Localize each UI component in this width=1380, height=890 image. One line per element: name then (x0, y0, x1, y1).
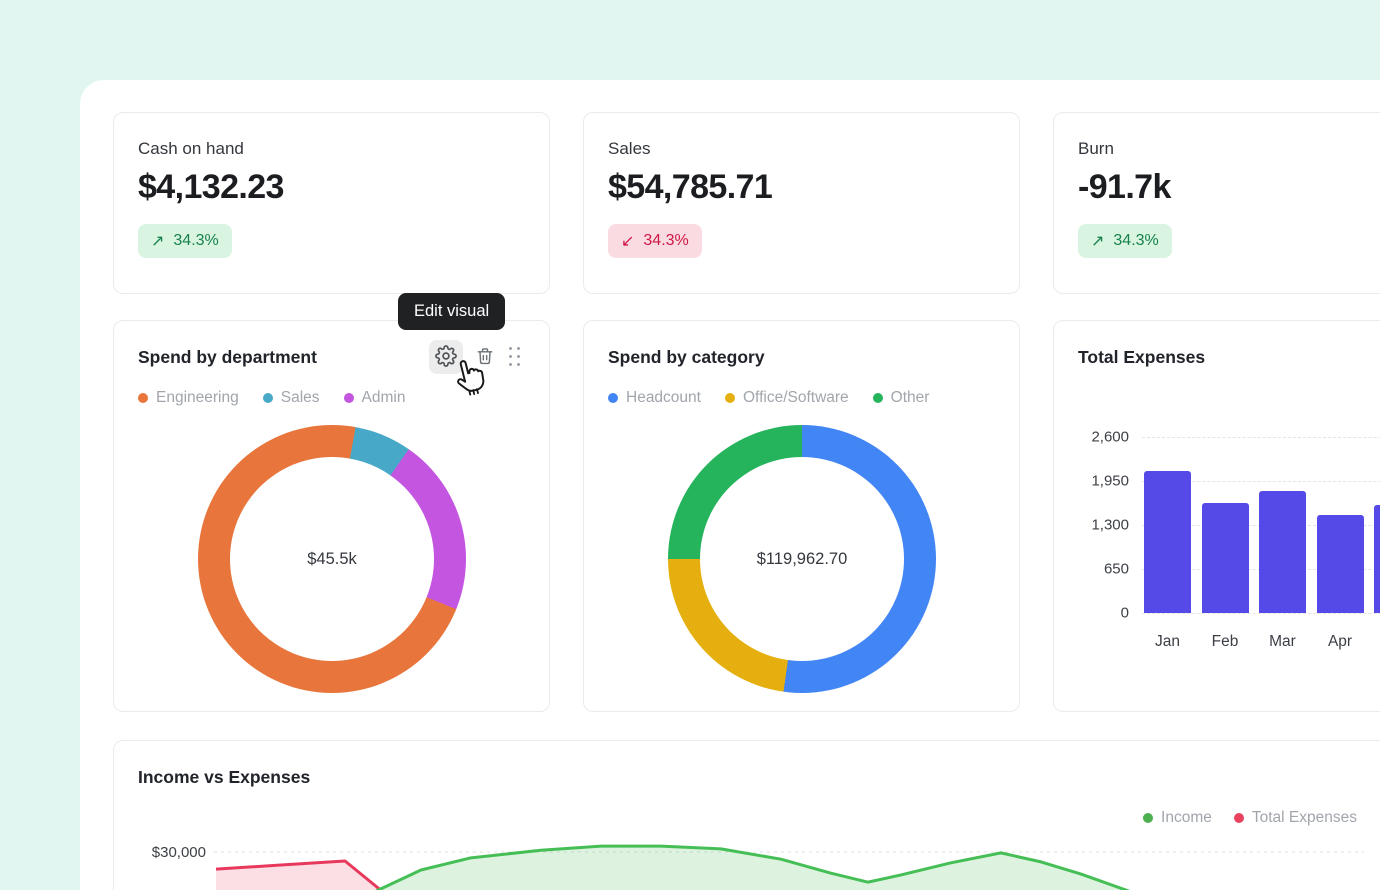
bar-may[interactable] (1374, 504, 1380, 613)
legend-item[interactable]: Sales (262, 389, 320, 407)
stat-label: Sales (608, 139, 651, 158)
legend-item[interactable]: Income (1143, 809, 1212, 827)
y-axis-tick-label: 0 (1120, 604, 1129, 622)
card-title: Total Expenses (1078, 347, 1206, 367)
stat-value: -91.7k (1078, 168, 1171, 206)
drag-handle-icon[interactable] (507, 345, 523, 369)
gear-icon (435, 344, 457, 370)
x-axis-month-label: Jan (1155, 633, 1180, 650)
delete-visual-button[interactable] (472, 340, 498, 374)
trend-up-arrow-icon: ↗ (151, 233, 165, 250)
bar-mar[interactable] (1259, 491, 1306, 613)
stat-value: $4,132.23 (138, 168, 284, 206)
legend-label: Other (890, 389, 930, 406)
legend-label: Engineering (156, 389, 239, 406)
y-axis-tick-label: 1,300 (1091, 516, 1129, 534)
legend-label: Office/Software (742, 389, 849, 406)
stat-value: $54,785.71 (608, 168, 773, 206)
bar-apr[interactable] (1316, 514, 1364, 613)
card-title: Spend by department (138, 347, 317, 367)
x-axis-month-label: Mar (1269, 633, 1296, 650)
trend-up-arrow-icon: ↗ (1091, 233, 1105, 250)
total-expenses-card: Total Expenses 0 650 1,300 1,950 2,600 Jan Feb… (1053, 320, 1380, 712)
trend-value: 34.3% (1113, 232, 1159, 249)
tooltip: Edit visual (398, 293, 506, 330)
donut-center-label: $119,962.70 (756, 549, 848, 568)
stat-label: Cash on hand (138, 139, 244, 158)
trend-badge: ↙ 34.3% (608, 224, 702, 258)
legend-dot (138, 393, 148, 403)
total-expenses-area (216, 861, 381, 890)
spend-by-department-donut-chart[interactable]: $45.5k (198, 425, 466, 693)
hand-cursor-icon (447, 357, 489, 404)
y-axis-tick-label: 650 (1103, 560, 1129, 578)
spend-by-category-card: Spend by category Headcount Office/Softwa… (583, 320, 1020, 712)
bar-feb[interactable] (1201, 502, 1249, 613)
legend-item[interactable]: Headcount (608, 389, 701, 407)
legend-item[interactable]: Office/Software (724, 389, 849, 407)
legend-dot (262, 393, 273, 403)
spend-by-category-donut-chart[interactable]: $119,962.70 (668, 425, 936, 693)
trend-value: 34.3% (643, 232, 689, 249)
total-expenses-line[interactable] (215, 859, 383, 890)
income-area (378, 846, 1126, 890)
legend-item[interactable]: Total Expenses (1233, 809, 1357, 827)
gridline (1142, 613, 1380, 614)
chart-legend: Engineering Sales Admin (138, 389, 405, 407)
donut-center-label: $45.5k (307, 549, 357, 568)
card-toolbar (429, 340, 523, 374)
income-vs-expenses-area-chart[interactable]: $30,000$20,000 (114, 831, 1380, 890)
legend-item[interactable]: Engineering (138, 389, 239, 407)
stat-card-burn: Burn -91.7k ↗ 34.3% (1053, 112, 1380, 294)
legend-label: Headcount (626, 389, 701, 406)
legend-label: Sales (280, 389, 320, 406)
trend-badge: ↗ 34.3% (1078, 224, 1172, 258)
y-axis-tick-label: 2,600 (1091, 428, 1129, 446)
legend-label: Total Expenses (1251, 809, 1357, 826)
legend-dot (872, 393, 883, 403)
income-vs-expenses-card: Income vs Expenses Income Total Expenses … (113, 740, 1380, 890)
income-line[interactable] (375, 844, 1130, 890)
legend-dot (1143, 813, 1154, 823)
edit-visual-button[interactable] (429, 340, 463, 374)
stat-card-sales: Sales $54,785.71 ↙ 34.3% (583, 112, 1020, 294)
chart-legend: Headcount Office/Software Other (608, 389, 929, 407)
legend-label: Income (1161, 809, 1212, 826)
legend-dot (608, 393, 618, 403)
trash-icon (475, 346, 495, 369)
stat-label: Burn (1078, 139, 1114, 158)
tooltip-label: Edit visual (414, 302, 490, 320)
legend-item[interactable]: Other (872, 389, 930, 407)
x-axis-month-label: May (1374, 633, 1380, 651)
bar-jan[interactable] (1144, 470, 1191, 613)
x-axis-month-label: Feb (1211, 633, 1239, 650)
trend-badge: ↗ 34.3% (138, 224, 232, 258)
y-axis-label: $30,000 (152, 844, 206, 861)
legend-dot (343, 393, 354, 403)
y-axis-tick-label: 1,950 (1091, 472, 1129, 490)
legend-dot (1233, 813, 1244, 823)
gridline (1142, 437, 1380, 438)
legend-label: Admin (361, 389, 406, 406)
card-title: Income vs Expenses (138, 767, 311, 787)
trend-down-arrow-icon: ↙ (621, 233, 635, 250)
gridline (1142, 481, 1380, 482)
legend-dot (724, 393, 735, 403)
chart-legend: Income Total Expenses (1014, 809, 1357, 827)
card-title: Spend by category (608, 347, 765, 367)
trend-value: 34.3% (173, 232, 219, 249)
stat-card-cash-on-hand: Cash on hand $4,132.23 ↗ 34.3% (113, 112, 550, 294)
x-axis-month-label: Apr (1327, 633, 1353, 650)
legend-item[interactable]: Admin (343, 389, 406, 407)
